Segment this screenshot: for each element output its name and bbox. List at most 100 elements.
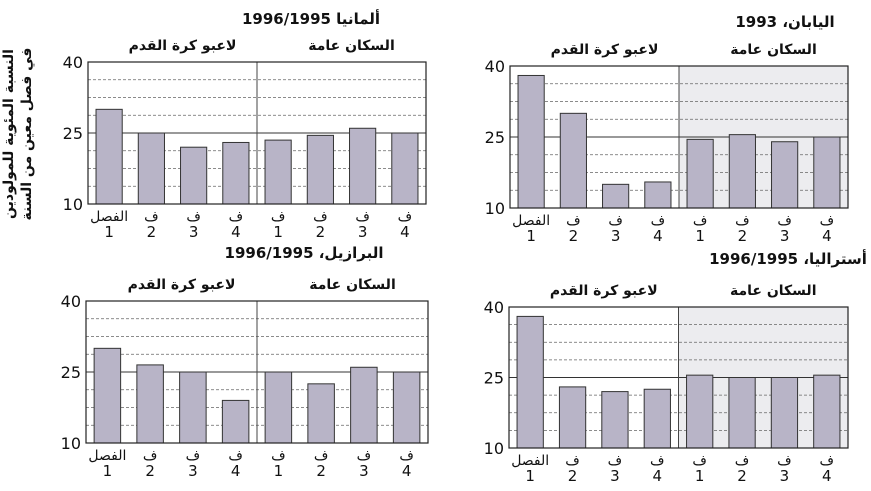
category-label-bottom: 1: [526, 227, 536, 245]
group-label-population: السكان عامة: [730, 42, 817, 58]
category-label-bottom: 2: [145, 462, 155, 480]
category-label-top: ف: [314, 448, 329, 464]
category-label-bottom: 2: [147, 223, 157, 241]
category-label-top: ف: [228, 448, 243, 464]
category-label-bottom: 1: [273, 223, 283, 241]
category-label-bottom: 4: [822, 227, 832, 245]
category-label-bottom: 3: [358, 223, 368, 241]
category-label-top: ف: [820, 453, 835, 469]
bar: [221, 399, 250, 444]
category-label-bottom: 2: [569, 227, 579, 245]
category-label-top: ف: [313, 209, 328, 225]
category-label-top: ف: [735, 213, 750, 229]
chart-title: اليابان، 1993: [735, 13, 834, 31]
category-label-bottom: 3: [189, 223, 199, 241]
category-label-top: ف: [143, 448, 158, 464]
bar: [813, 136, 841, 209]
category-label-bottom: 4: [231, 462, 241, 480]
category-label-top: ف: [566, 213, 581, 229]
bar: [137, 132, 165, 205]
category-label-bottom: 3: [610, 467, 620, 485]
plot-frame: [85, 300, 429, 444]
category-label-top: ف: [144, 209, 159, 225]
y-tick-label: 40: [485, 57, 505, 76]
category-label-top: ف: [608, 213, 623, 229]
category-label-top: ف: [186, 209, 201, 225]
bar: [728, 134, 756, 209]
bar: [643, 388, 671, 449]
category-label-top: ف: [650, 453, 665, 469]
bar: [686, 138, 714, 209]
bar: [559, 112, 587, 209]
category-label-bottom: 3: [188, 462, 198, 480]
category-label-top: ف: [271, 448, 286, 464]
y-tick-label: 10: [484, 439, 504, 458]
category-label-bottom: 1: [104, 223, 114, 241]
bar: [93, 347, 122, 444]
bar: [136, 364, 164, 444]
plot-frame: [508, 306, 849, 449]
bar: [391, 132, 419, 205]
category-label-bottom: 3: [359, 462, 369, 480]
category-label-bottom: 1: [274, 462, 284, 480]
bar: [349, 127, 377, 205]
y-tick-label: 10: [61, 434, 81, 453]
category-label-top: ف: [608, 453, 623, 469]
category-label-top: ف: [271, 209, 286, 225]
category-label-top: الفصل: [88, 448, 126, 464]
category-label-bottom: 4: [653, 467, 663, 485]
bar: [728, 377, 756, 449]
group-label-population: السكان عامة: [730, 283, 817, 299]
category-label-top: الفصل: [512, 213, 550, 229]
category-label-bottom: 2: [316, 223, 326, 241]
bar: [222, 141, 250, 205]
bar: [307, 383, 335, 444]
y-tick-label: 25: [484, 369, 504, 388]
y-tick-label: 10: [63, 195, 83, 214]
y-tick-label: 25: [61, 363, 81, 382]
category-label-bottom: 1: [525, 467, 535, 485]
category-label-top: ف: [777, 453, 792, 469]
bar: [558, 386, 587, 449]
plot-frame: [87, 61, 427, 205]
y-tick-label: 40: [61, 292, 81, 311]
category-label-top: ف: [355, 209, 370, 225]
category-label-bottom: 2: [737, 467, 747, 485]
category-label-top: الفصل: [511, 453, 549, 469]
group-label-football: لاعبو كرة القدم: [550, 283, 658, 299]
bar: [350, 366, 378, 444]
category-label-top: ف: [651, 213, 666, 229]
category-label-bottom: 4: [231, 223, 241, 241]
bar: [686, 374, 714, 449]
bar: [95, 108, 123, 205]
y-tick-label: 40: [63, 53, 83, 72]
group-label-football: لاعبو كرة القدم: [129, 38, 237, 54]
category-label-bottom: 3: [780, 227, 790, 245]
category-label-bottom: 3: [611, 227, 621, 245]
category-label-top: ف: [735, 453, 750, 469]
category-label-top: ف: [565, 453, 580, 469]
chart-title: البرازيل، 1996/1995: [225, 244, 384, 262]
bar: [180, 146, 208, 205]
y-tick-label: 25: [485, 128, 505, 147]
category-label-bottom: 3: [780, 467, 790, 485]
category-label-bottom: 2: [316, 462, 326, 480]
bar: [516, 315, 544, 449]
category-label-bottom: 4: [400, 223, 410, 241]
category-label-top: الفصل: [90, 209, 128, 225]
category-label-bottom: 2: [738, 227, 748, 245]
category-label-bottom: 4: [822, 467, 832, 485]
bar: [517, 74, 545, 209]
bar: [179, 371, 207, 444]
category-label-top: ف: [399, 448, 414, 464]
category-label-top: ف: [357, 448, 372, 464]
category-label-top: ف: [692, 453, 707, 469]
group-label-population: السكان عامة: [309, 277, 396, 293]
y-tick-label: 25: [63, 124, 83, 143]
category-label-bottom: 4: [653, 227, 663, 245]
category-label-bottom: 4: [402, 462, 412, 480]
bar: [771, 141, 799, 209]
